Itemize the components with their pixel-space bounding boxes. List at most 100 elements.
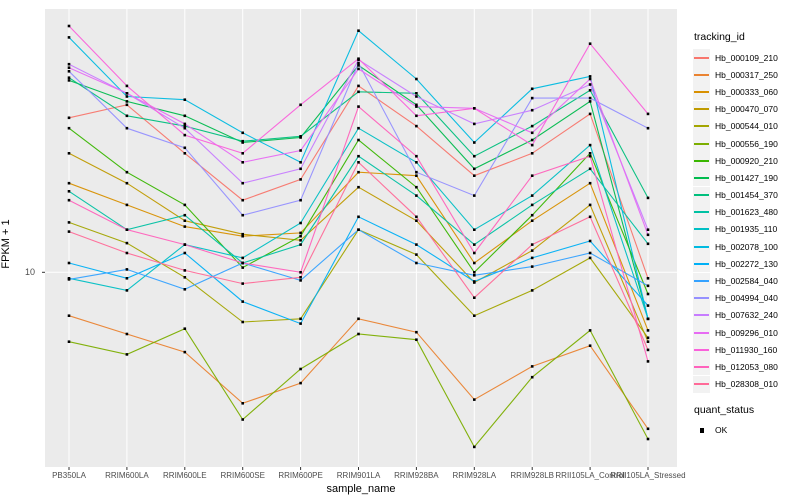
legend-label: Hb_000109_210 bbox=[715, 52, 778, 63]
data-point bbox=[241, 152, 244, 155]
data-point bbox=[183, 350, 187, 354]
x-tick-label: PB350LA bbox=[52, 471, 86, 480]
data-point bbox=[125, 181, 129, 185]
data-point bbox=[530, 124, 534, 128]
legend-key-line-icon bbox=[694, 211, 709, 214]
data-point bbox=[415, 261, 418, 265]
data-point bbox=[183, 213, 187, 217]
data-point bbox=[299, 317, 302, 321]
data-point bbox=[473, 280, 476, 283]
data-point bbox=[241, 282, 244, 285]
data-point bbox=[588, 77, 592, 81]
data-point bbox=[67, 62, 71, 66]
data-point bbox=[588, 100, 592, 103]
legend-key-line-icon bbox=[694, 262, 709, 265]
legend-item: Hb_001427_190 bbox=[693, 169, 799, 187]
data-point bbox=[588, 251, 592, 255]
legend-key bbox=[693, 255, 710, 273]
data-point bbox=[299, 279, 302, 282]
data-point bbox=[530, 87, 534, 91]
data-point bbox=[183, 203, 187, 207]
data-point bbox=[646, 340, 650, 343]
data-point bbox=[357, 317, 360, 321]
legend-item: Hb_002272_130 bbox=[693, 255, 799, 273]
data-point bbox=[67, 70, 71, 73]
x-tick-label: RRIM928LB bbox=[510, 471, 554, 480]
legend-key bbox=[693, 169, 710, 187]
data-point bbox=[588, 96, 592, 100]
legend-key bbox=[693, 306, 710, 324]
legend-key-line-icon bbox=[694, 56, 709, 59]
data-point bbox=[183, 225, 187, 228]
data-point bbox=[588, 181, 592, 185]
legend-item: Hb_012053_080 bbox=[693, 358, 799, 376]
data-point bbox=[357, 185, 360, 189]
data-point bbox=[415, 338, 418, 341]
data-point bbox=[125, 170, 129, 174]
data-point bbox=[357, 61, 360, 65]
data-point bbox=[530, 131, 534, 135]
legend-key-line-icon bbox=[694, 297, 709, 300]
data-point bbox=[588, 154, 592, 158]
data-point bbox=[530, 174, 534, 177]
data-point bbox=[530, 108, 534, 112]
data-point bbox=[299, 161, 302, 164]
legend-label: Hb_001935_110 bbox=[715, 224, 778, 235]
legend-key-line-icon bbox=[694, 108, 709, 111]
data-point bbox=[125, 241, 129, 245]
legend-label: Hb_000317_250 bbox=[715, 69, 778, 80]
data-point bbox=[646, 284, 650, 288]
data-point bbox=[125, 95, 129, 98]
data-point bbox=[415, 215, 418, 219]
legend: tracking_id Hb_000109_210 Hb_000317_250 Hb… bbox=[693, 31, 799, 439]
legend-key bbox=[693, 358, 710, 376]
data-point bbox=[646, 348, 650, 352]
data-point bbox=[357, 138, 360, 142]
data-point bbox=[473, 154, 476, 158]
data-point bbox=[588, 329, 592, 332]
data-point bbox=[357, 228, 360, 231]
data-point bbox=[67, 230, 71, 233]
x-tick-label: RRIM600PE bbox=[278, 471, 323, 480]
data-point bbox=[646, 233, 650, 237]
data-point bbox=[588, 344, 592, 347]
data-point bbox=[125, 84, 129, 88]
legend-key-line-icon bbox=[694, 245, 709, 248]
data-point bbox=[67, 314, 71, 317]
legend-key-line-icon bbox=[694, 314, 709, 317]
data-point bbox=[125, 289, 129, 292]
data-point bbox=[183, 251, 187, 255]
data-point bbox=[646, 317, 650, 321]
data-point bbox=[299, 367, 302, 371]
data-point bbox=[241, 181, 244, 185]
data-point bbox=[357, 126, 360, 130]
x-tick-label: RRIM928BA bbox=[394, 471, 439, 480]
legend-label: Hb_028308_010 bbox=[715, 379, 778, 390]
data-point bbox=[473, 271, 476, 274]
legend-key-line-icon bbox=[694, 348, 709, 351]
data-point bbox=[299, 231, 302, 235]
data-point bbox=[183, 98, 187, 101]
data-point bbox=[125, 353, 129, 356]
data-point bbox=[646, 437, 650, 441]
data-point bbox=[183, 124, 187, 128]
data-point bbox=[530, 138, 534, 142]
x-tick-label: RRII105LA_Stressed bbox=[610, 471, 686, 480]
legend-label: Hb_012053_080 bbox=[715, 361, 778, 372]
data-point bbox=[415, 185, 418, 189]
x-tick-label: RRIM928LA bbox=[452, 471, 497, 480]
data-point bbox=[530, 96, 534, 100]
data-point bbox=[646, 336, 650, 340]
data-point bbox=[357, 29, 360, 32]
data-point bbox=[415, 77, 418, 81]
x-axis-title: sample_name bbox=[326, 483, 396, 495]
data-point bbox=[415, 105, 418, 108]
legend-label: Hb_001427_190 bbox=[715, 172, 778, 183]
data-point bbox=[241, 234, 244, 238]
data-point bbox=[530, 203, 534, 207]
data-point bbox=[299, 103, 302, 107]
data-point bbox=[588, 239, 592, 243]
data-point bbox=[125, 332, 129, 336]
data-point bbox=[530, 152, 534, 155]
data-point bbox=[415, 114, 418, 118]
